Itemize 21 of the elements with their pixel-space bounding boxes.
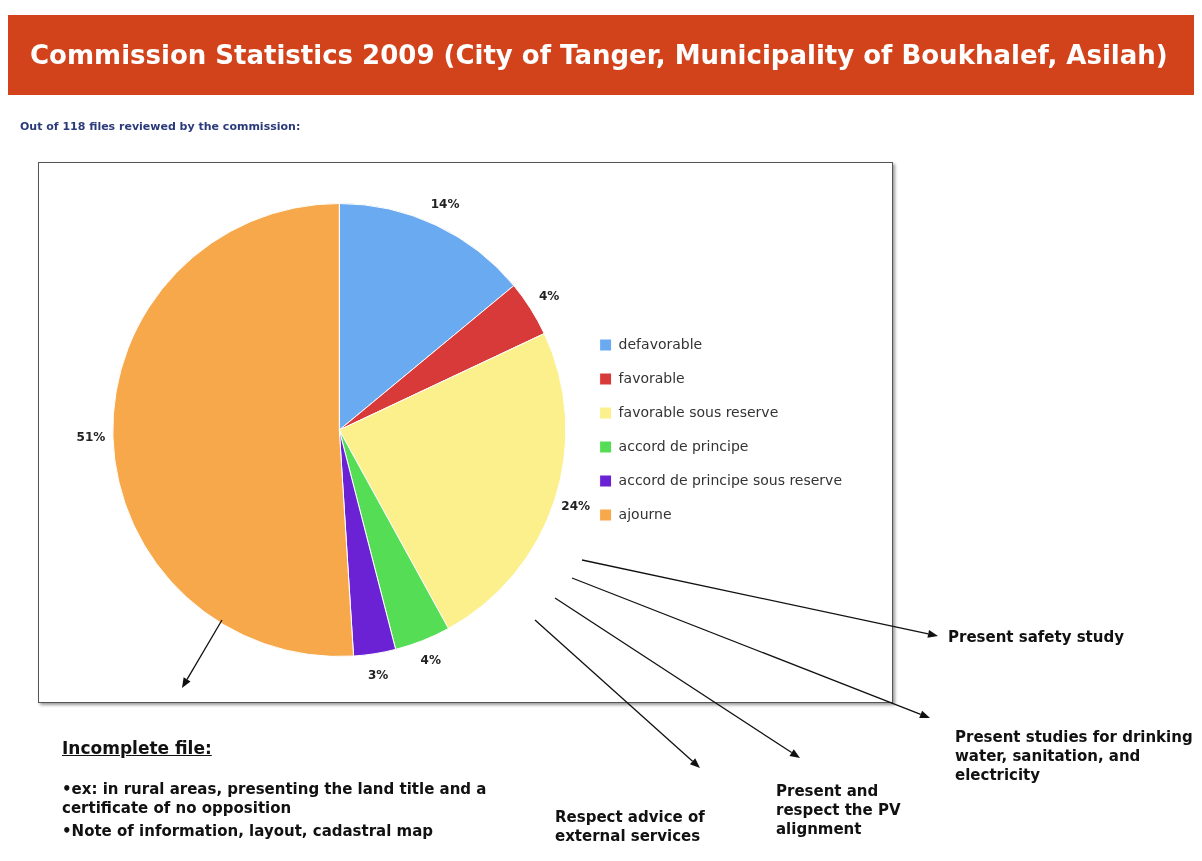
data-label: 3% [368,667,389,682]
text: •Note of information, layout, cadastral map [62,822,435,841]
data-label: 51% [76,429,106,444]
text: Respect advice of external services [555,808,706,846]
data-label: 24% [561,498,591,513]
text: Incomplete file: [62,738,213,760]
legend-label: defavorable [618,335,703,352]
legend-label: favorable sous reserve [618,403,779,420]
data-label: 4% [538,288,560,303]
data-label: 14% [430,197,460,212]
text: Present safety study [948,628,1125,647]
chart-subtitle: Out of 118 files reviewed by the commission: [20,120,301,133]
legend-label: accord de principe [618,437,749,454]
data-label: 4% [420,653,441,668]
text: •ex: in rural areas, presenting the land title and a certificate of no opposition [62,780,488,818]
legend-label: accord de principe sous reserve [618,471,843,488]
text: Present studies for drinking water, sanitation, and electricity [955,728,1194,785]
chart-title: Commission Statistics 2009 (City of Tanger, Municipality of Boukhalef, Asilah) [30,40,1168,70]
text: Present and respect the PV alignment [776,782,902,839]
legend-label: favorable [618,369,685,386]
legend-label: ajourne [618,505,672,522]
